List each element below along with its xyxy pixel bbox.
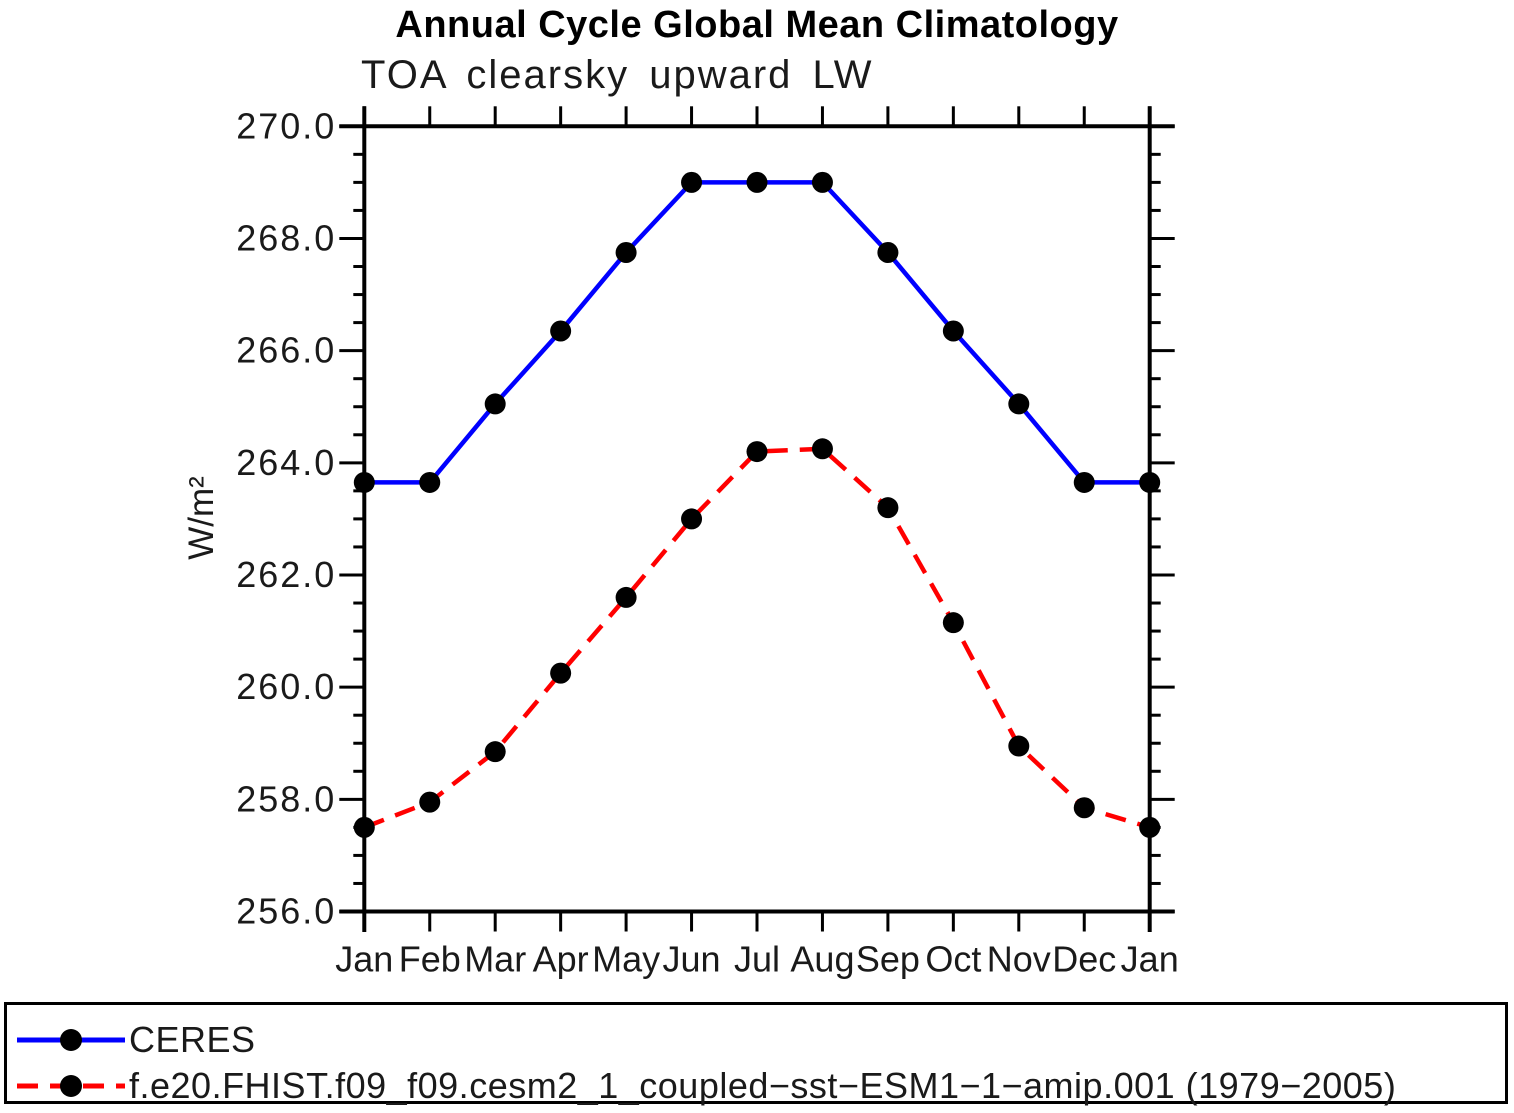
data-point-0-aug (811, 171, 833, 193)
x-tick-label: Mar (464, 939, 526, 980)
chart-title: Annual Cycle Global Mean Climatology (395, 4, 1119, 46)
x-tick-label: May (592, 939, 660, 980)
legend-box: CERES f.e20.FHIST.f09_f09.cesm2_1_couple… (4, 1002, 1508, 1107)
data-point-1-nov (1008, 735, 1030, 757)
legend-label-model: f.e20.FHIST.f09_f09.cesm2_1_coupled−sst−… (129, 1065, 1397, 1106)
legend-marker-dot (60, 1029, 82, 1051)
data-point-0-sep (877, 241, 899, 263)
data-point-1-feb (419, 791, 441, 813)
y-tick-label: 270.0 (236, 105, 336, 146)
y-tick-label: 262.0 (236, 554, 336, 595)
legend-item-model: f.e20.FHIST.f09_f09.cesm2_1_coupled−sst−… (13, 1065, 1396, 1107)
data-point-1-dec (1073, 797, 1095, 819)
x-tick-label: Jan (335, 939, 393, 980)
y-tick-label: 268.0 (236, 217, 336, 258)
data-point-0-jul (746, 171, 768, 193)
x-tick-label: Jun (663, 939, 721, 980)
x-tick-label: Jan (1121, 939, 1179, 980)
legend-marker-dot (60, 1075, 82, 1097)
x-tick-label: Aug (790, 939, 854, 980)
plot-area: 256.0 258.0 260.0 262.0 264.0 266.0 268.0 270.0… (236, 105, 1179, 980)
legend-item-ceres: CERES (13, 1019, 256, 1061)
data-point-0-oct (942, 320, 964, 342)
y-tick-label: 260.0 (236, 666, 336, 707)
series-line-1 (363, 446, 1151, 830)
x-tick-label: Oct (925, 939, 981, 980)
data-point-1-jan (1139, 816, 1161, 838)
x-tick-label: Jul (734, 939, 780, 980)
x-tick-label: Feb (399, 939, 461, 980)
data-point-0-jan (353, 471, 375, 493)
data-point-1-jun (681, 508, 703, 530)
x-tick-label: Apr (533, 939, 589, 980)
y-tick-label: 266.0 (236, 330, 336, 371)
x-tick-label: Nov (987, 939, 1051, 980)
x-tick-label: Sep (856, 939, 920, 980)
data-point-0-feb (419, 471, 441, 493)
series-line-0 (364, 180, 1150, 485)
y-tick-label: 256.0 (236, 891, 336, 932)
y-tick-label: 258.0 (236, 778, 336, 819)
data-point-1-mar (484, 741, 506, 763)
data-point-1-apr (550, 662, 572, 684)
x-tick-label: Dec (1052, 939, 1116, 980)
data-point-0-jun (681, 171, 703, 193)
data-point-1-aug (811, 438, 833, 460)
data-point-1-jul (746, 441, 768, 463)
legend-key-model (17, 1075, 125, 1097)
data-point-0-jan (1139, 471, 1161, 493)
data-point-0-mar (484, 393, 506, 415)
legend-key-ceres (17, 1029, 125, 1051)
data-point-1-sep (877, 497, 899, 519)
data-point-0-dec (1073, 471, 1095, 493)
data-point-1-jan (353, 816, 375, 838)
chart-subtitle: TOA clearsky upward LW (361, 53, 874, 97)
data-point-0-nov (1008, 393, 1030, 415)
legend-label-ceres: CERES (129, 1019, 256, 1060)
data-point-0-may (615, 241, 637, 263)
data-point-1-oct (942, 612, 964, 634)
y-tick-label: 264.0 (236, 442, 336, 483)
data-point-0-apr (550, 320, 572, 342)
data-point-1-may (615, 586, 637, 608)
